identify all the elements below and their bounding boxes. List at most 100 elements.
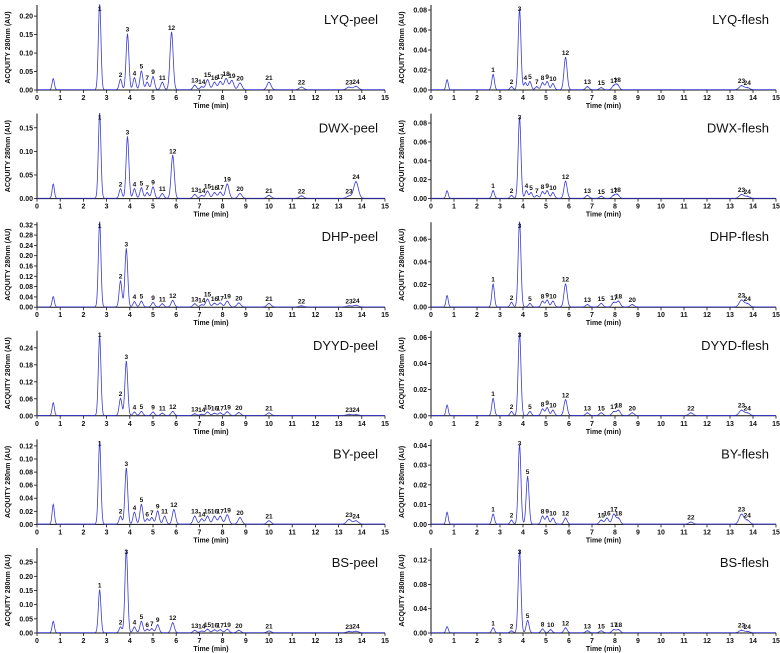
x-tick-label: 2 [81, 95, 85, 102]
peak-marker [617, 300, 620, 302]
peak-marker [161, 192, 163, 195]
x-tick-label: 11 [680, 204, 688, 211]
peak-marker [746, 302, 748, 305]
x-tick-label: 4 [128, 529, 132, 536]
x-tick-label: 1 [58, 312, 62, 319]
x-tick-label: 4 [128, 95, 132, 102]
peak-label: 11 [161, 509, 168, 516]
x-tick-label: 15 [381, 529, 389, 536]
peak-marker [530, 191, 532, 194]
peak-marker [600, 412, 602, 414]
peak-label: 15 [598, 623, 606, 630]
peak-marker [140, 410, 142, 413]
peak-label: 5 [528, 296, 532, 303]
peak-marker [133, 188, 136, 190]
peak-marker [552, 409, 554, 411]
peak-label: 9 [545, 400, 549, 407]
x-tick-label: 2 [475, 312, 479, 319]
peak-label: 24 [352, 174, 360, 181]
peak-label: 23 [738, 403, 746, 410]
peak-label: 15 [204, 292, 212, 299]
x-tick-label: 3 [498, 638, 502, 645]
x-tick-label: 7 [197, 204, 201, 211]
x-tick-label: 6 [567, 95, 571, 102]
x-tick-label: 1 [58, 204, 62, 211]
y-tick-label: 0.32 [19, 222, 33, 229]
x-tick-label: 10 [657, 95, 665, 102]
x-tick-label: 3 [105, 638, 109, 645]
x-tick-label: 9 [636, 638, 640, 645]
peak-label: 1 [98, 6, 102, 13]
x-tick-label: 8 [613, 529, 617, 536]
x-tick-label: 12 [703, 312, 711, 319]
peak-label: 12 [169, 404, 177, 411]
peak-label: 3 [125, 241, 129, 248]
peak-label: 15 [598, 80, 606, 87]
peak-marker [213, 81, 216, 83]
y-tick-label: 0.15 [19, 588, 33, 595]
x-tick-label: 12 [312, 638, 320, 645]
y-tick-label: 0.00 [19, 305, 33, 312]
x-tick-label: 15 [381, 95, 389, 102]
x-tick-label: 5 [151, 312, 155, 319]
peak-label: 18 [222, 71, 230, 78]
peak-marker [133, 301, 136, 303]
peak-label: 3 [518, 332, 522, 339]
peak-marker [552, 517, 554, 519]
peak-label: 22 [298, 298, 306, 305]
chromatogram-trace [431, 550, 776, 634]
peak-label: 20 [236, 186, 244, 193]
y-tick-label: 0.00 [413, 88, 427, 95]
peak-marker [99, 589, 101, 591]
x-tick-label: 15 [772, 95, 780, 102]
x-tick-label: 6 [174, 95, 178, 102]
peak-label: 12 [562, 50, 570, 57]
panel-title: DHP-flesh [710, 229, 769, 244]
peak-label: 5 [526, 469, 530, 476]
peak-marker [99, 441, 101, 443]
x-tick-label: 9 [636, 421, 640, 428]
x-tick-label: 8 [221, 638, 225, 645]
peak-label: 16 [211, 406, 219, 413]
peak-label: 7 [535, 188, 539, 195]
peak-marker [226, 300, 228, 302]
peak-label: 13 [191, 187, 199, 194]
peak-label: 19 [224, 294, 232, 301]
peak-label: 8 [541, 509, 545, 516]
peak-marker [206, 190, 209, 192]
x-tick-label: 9 [244, 421, 248, 428]
peak-label: 20 [235, 623, 243, 630]
peak-label: 7 [150, 510, 154, 517]
peak-label: 23 [345, 624, 353, 631]
y-tick-label: 0.18 [19, 362, 33, 369]
peak-label: 14 [198, 188, 206, 195]
peak-label: 24 [352, 513, 360, 520]
peak-marker [194, 413, 196, 415]
x-tick-label: 4 [521, 421, 525, 428]
x-tick-label: 7 [590, 421, 594, 428]
peak-marker [541, 628, 544, 630]
peak-label: 12 [169, 615, 177, 622]
peak-label: 10 [549, 294, 557, 301]
peak-label: 8 [541, 184, 545, 191]
peak-label: 1 [491, 67, 495, 74]
peak-label: 22 [298, 188, 306, 195]
peak-marker [161, 412, 163, 414]
x-tick-label: 4 [521, 204, 525, 211]
y-axis-title: ACQUITY 280nm (AU) [5, 337, 12, 409]
peak-label: 1 [491, 277, 495, 284]
peak-marker [613, 629, 615, 631]
y-tick-label: 0.06 [413, 237, 427, 244]
chromatogram-trace [431, 9, 776, 91]
peak-label: 13 [584, 188, 592, 195]
x-tick-label: 2 [81, 204, 85, 211]
peak-label: 3 [125, 461, 129, 468]
x-tick-label: 3 [498, 95, 502, 102]
peak-label: 17 [217, 74, 225, 81]
peak-marker [518, 332, 521, 334]
y-tick-label: 0.00 [19, 196, 33, 203]
x-tick-label: 15 [772, 204, 780, 211]
x-tick-label: 2 [81, 638, 85, 645]
y-tick-label: 0.06 [413, 335, 427, 342]
